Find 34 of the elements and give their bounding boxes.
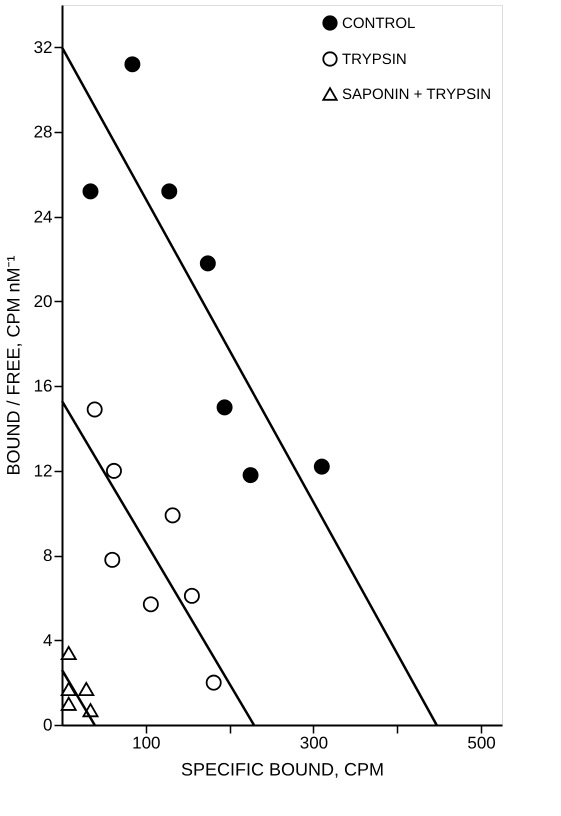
point [164, 507, 181, 524]
point [242, 467, 259, 484]
point [78, 682, 94, 696]
point [216, 399, 233, 416]
y-tick-label: 20 [34, 292, 52, 311]
y-tick-label: 12 [34, 461, 52, 480]
legend-label: TRYPSIN [342, 51, 407, 68]
point [60, 696, 77, 711]
x-tick-label: 500 [467, 734, 496, 752]
y-tick-label: 28 [34, 122, 52, 142]
y-tick-label: 0 [43, 716, 52, 734]
y-tick-label: 4 [43, 630, 52, 650]
point [161, 183, 178, 200]
point [206, 674, 222, 691]
y-tick-label: 24 [34, 207, 52, 226]
y-tick-label: 16 [34, 376, 52, 396]
y-axis-title: BOUND / FREE, CPM nM⁻¹ [4, 255, 24, 476]
point [314, 458, 330, 475]
point [124, 56, 140, 72]
y-tick-label: 32 [34, 38, 52, 57]
x-tick-label: 100 [132, 734, 160, 752]
y-tick-label: 8 [43, 546, 52, 566]
x-tick-label: 300 [300, 734, 328, 752]
point [60, 646, 77, 660]
point [142, 596, 159, 612]
legend-label: SAPONIN + TRYPSIN [342, 86, 492, 103]
point [184, 588, 200, 604]
point [104, 552, 120, 568]
legend-label: CONTROL [342, 15, 416, 32]
x-axis-title: SPECIFIC BOUND, CPM [180, 760, 384, 780]
point [106, 462, 122, 479]
point [200, 255, 216, 272]
point [82, 183, 98, 200]
point [86, 402, 103, 418]
